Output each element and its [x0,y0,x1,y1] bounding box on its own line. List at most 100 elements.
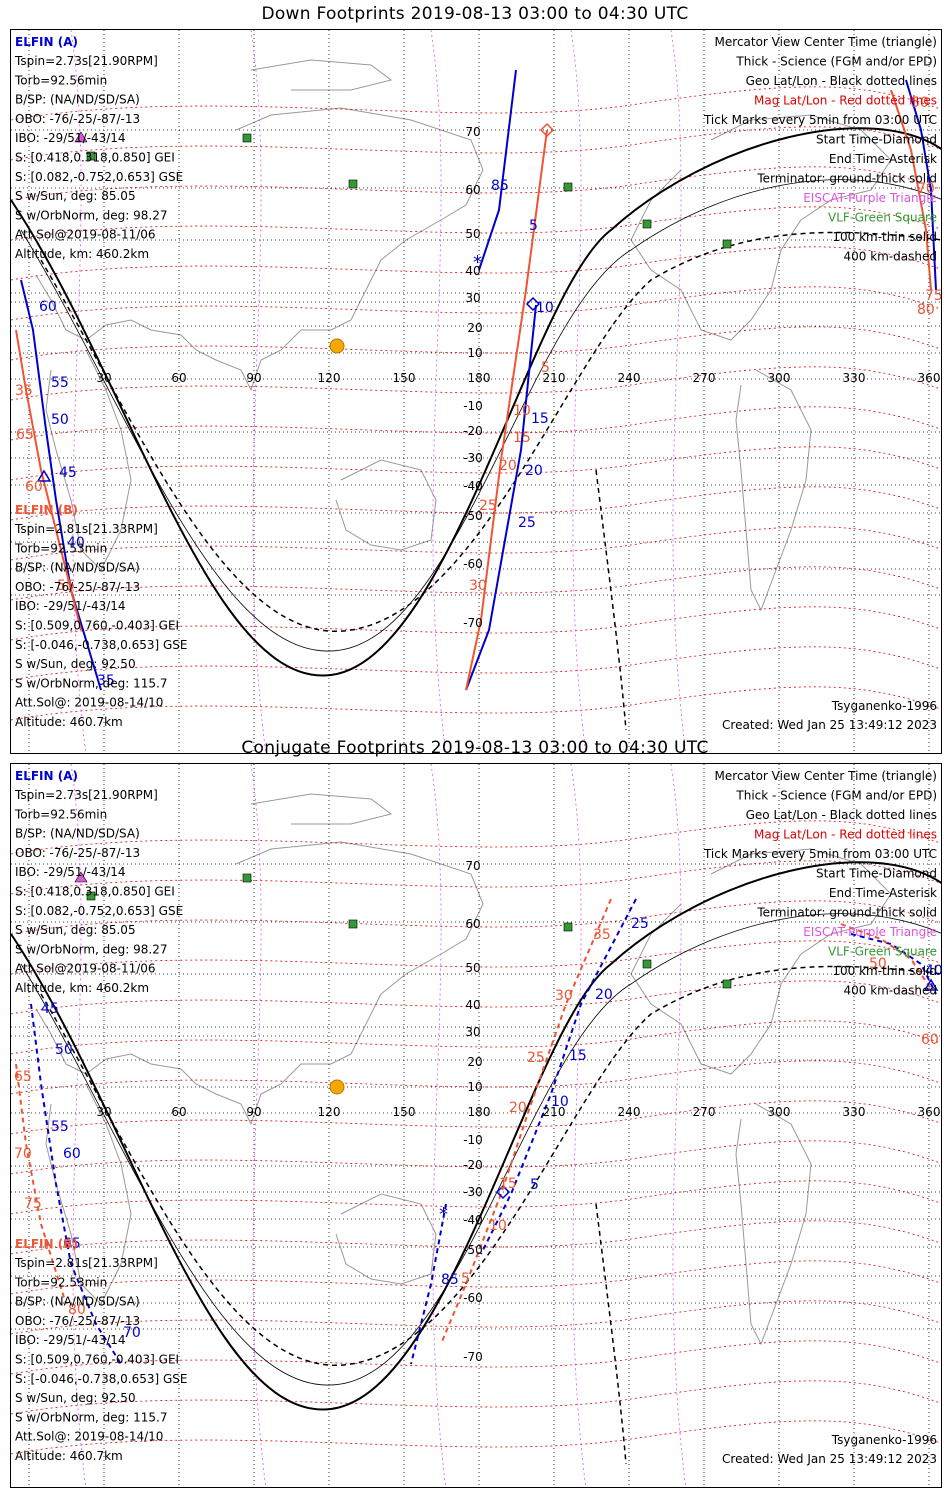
lat-tick-label: 20 [467,1055,482,1069]
mag-latitude-line [11,406,941,441]
mag-meridian-line [670,764,687,1487]
lat-tick-label: 40 [465,264,480,278]
lat-tick-label: 10 [467,346,482,360]
mag-latitude-line [11,1300,941,1335]
end-asterisk-a: * [439,1204,448,1225]
lat-tick-label: -60 [463,1291,483,1305]
lon-tick-label: 270 [693,371,716,385]
elfin-a-tick-label: 45 [41,1001,59,1017]
elfin-b-info-line: S w/Sun, deg: 92.50 [15,657,136,671]
lon-tick-label: 240 [618,1105,641,1119]
lon-tick-label: 90 [246,371,261,385]
elfin-a-info-line: S w/OrbNorm, deg: 98.27 [15,208,167,222]
lon-tick-label: 90 [246,1105,261,1119]
legend-line: Mercator View Center Time (triangle) [715,35,937,49]
elfin-b-tick-label: 75 [925,288,942,304]
elfin-a-track-north [478,69,517,271]
lon-tick-label: 30 [96,371,111,385]
sun-icon [329,1079,345,1095]
vlf-station-icon [242,873,252,883]
mag-latitude-line [11,1140,941,1175]
lon-tick-label: 300 [768,371,791,385]
elfin-a-info-line: Att.Sol@2019-08-11/06 [15,228,156,242]
legend-line: Tick Marks every 5min from 03:00 UTC [703,113,937,127]
elfin-a-tick-label: 60 [63,1146,81,1162]
lon-tick-label: 270 [693,1105,716,1119]
lat-tick-label: 40 [465,998,480,1012]
elfin-b-info-line: S w/OrbNorm, deg: 115.7 [15,1410,167,1424]
map-svg-conjugate: * 30 60 90 120 150 180 210 240 270 300 330 360 70 60 50… [11,764,941,1487]
elfin-a-info-line: Tspin=2.73s[21.90RPM] [14,54,158,68]
elfin-a-info-line: B/SP: (NA/ND/SD/SA) [15,93,140,107]
legend-line: End Time-Asterisk [829,152,937,166]
elfin-a-info-line: S: [0.082,-0.752,0.653] GSE [15,170,183,184]
terminator-ground [11,861,941,1411]
lat-tick-label: -10 [463,1133,483,1147]
elfin-b-tick-label: 25 [479,498,497,514]
elfin-a-tick-label: 5 [529,218,538,234]
elfin-b-tick-label: 10 [489,1218,507,1234]
mag-latitude-line [11,86,941,121]
elfin-b-info-line: B/SP: (NA/ND/SD/SA) [15,561,140,575]
panel-title-down: Down Footprints 2019-08-13 03:00 to 04:3… [261,4,689,24]
mag-latitude-line [11,1380,941,1415]
elfin-a-info-line: S: [0.082,-0.752,0.653] GSE [15,904,183,918]
legend-line: 400 km-dashed [843,250,937,264]
elfin-b-track-west [15,329,82,631]
elfin-b-info-line: S: [-0.046,-0.738,0.653] GSE [15,1372,188,1386]
elfin-a-name: ELFIN (A) [15,35,78,49]
elfin-a-info-line: IBO: -29/51/-43/14 [15,865,126,879]
lon-tick-label: 360 [918,371,941,385]
created-label: Created: Wed Jan 25 13:49:12 2023 [722,1452,937,1466]
elfin-b-tick-label: 5 [461,1271,470,1287]
elfin-b-tick-label: 50 [911,95,929,111]
elfin-b-track-east [890,89,932,291]
legend-line: 100 km-thin solid [832,964,937,978]
elfin-b-info-line: B/SP: (NA/ND/SD/SA) [15,1295,140,1309]
mag-latitude-line [11,1260,941,1295]
elfin-b-info-line: Att.Sol@: 2019-08-14/10 [15,696,163,710]
legend-line: EISCAT-Purple Triangle [803,191,937,205]
terminator-400km-lower [595,1203,627,1465]
mag-latitude-line [11,1020,941,1055]
elfin-a-info-line: S: [0.418,0.318,0.850] GEI [15,885,175,899]
lon-tick-label: 300 [768,1105,791,1119]
lat-tick-label: 10 [467,1080,482,1094]
land-outline [630,848,892,1075]
elfin-a-tick-label: 55 [51,375,69,391]
legend-line: Mag Lat/Lon - Red dotted lines [754,828,937,842]
lat-tick-label: -70 [463,1350,483,1364]
elfin-a-info-line: S w/Sun, deg: 85.05 [15,923,136,937]
elfin-b-tick-label: 70 [14,1146,32,1162]
elfin-a-tick-label: 25 [518,515,536,531]
lon-tick-label: 180 [468,371,491,385]
elfin-a-tick-label: 10 [551,1094,569,1110]
elfin-a-info-line: IBO: -29/51/-43/14 [15,131,126,145]
elfin-a-tick-label: 50 [55,1042,73,1058]
elfin-b-track [465,129,548,691]
lat-tick-label: -40 [463,479,483,493]
vlf-station-icon [86,151,96,161]
land-outline [735,369,812,612]
vlf-station-icon [563,922,573,932]
elfin-a-name: ELFIN (A) [15,769,78,783]
lon-tick-label: 210 [543,1105,566,1119]
mag-meridian-line [570,30,587,753]
elfin-b-info-line: IBO: -29/51/-43/14 [15,1333,126,1347]
elfin-b-info-line: Tspin=2.81s[21.33RPM] [14,1256,158,1270]
elfin-b-track-east [840,923,932,990]
elfin-b-info-line: OBO: -76/-25/-87/-13 [15,1314,140,1328]
lon-tick-label: 150 [393,371,416,385]
elfin-b-info-line: OBO: -76/-25/-87/-13 [15,580,140,594]
elfin-b-info-line: S: [-0.046,-0.738,0.653] GSE [15,638,188,652]
legend-line: Terminator: ground-thick solid [756,906,937,920]
legend-line: Tick Marks every 5min from 03:00 UTC [703,847,937,861]
legend-line: Start Time-Diamond [816,867,937,881]
mag-latitude-line [11,820,941,855]
elfin-b-tick-label: 30 [469,578,487,594]
model-label: Tsyganenko-1996 [831,699,937,713]
elfin-b-tick-label: 80 [917,302,935,318]
elfin-a-tick-label: 10 [536,300,554,316]
vlf-station-icon [563,182,573,192]
elfin-a-info-line: Torb=92.56min [14,73,107,87]
